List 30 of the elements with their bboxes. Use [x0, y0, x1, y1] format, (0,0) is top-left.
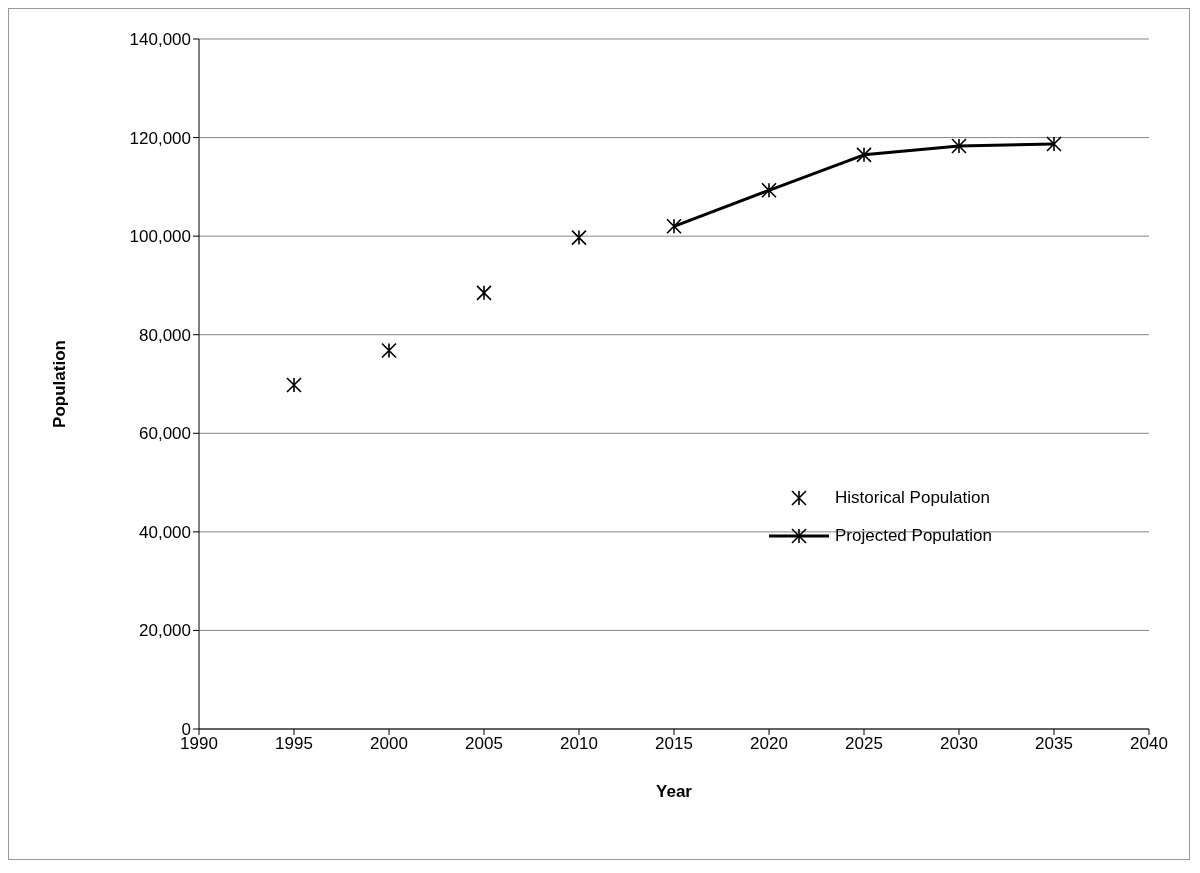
x-tick-label: 2040 [1130, 734, 1168, 754]
y-tick-label: 40,000 [139, 522, 191, 542]
x-tick-label: 2035 [1035, 734, 1073, 754]
x-tick-label: 2000 [370, 734, 408, 754]
y-axis-title: Population [50, 340, 70, 428]
x-tick-label: 2015 [655, 734, 693, 754]
x-tick-label: 1995 [275, 734, 313, 754]
point [666, 218, 682, 235]
y-tick-label: 80,000 [139, 325, 191, 345]
x-tick-label: 2020 [750, 734, 788, 754]
x-tick-label: 2010 [560, 734, 598, 754]
point [286, 377, 302, 393]
point [761, 182, 777, 199]
legend-label: Historical Population [835, 488, 990, 508]
y-tick-label: 60,000 [139, 424, 191, 444]
point [951, 138, 967, 154]
point [856, 147, 872, 163]
point [476, 285, 492, 301]
y-tick-label: 120,000 [129, 128, 191, 148]
y-tick-label: 20,000 [139, 621, 191, 641]
x-tick-label: 2005 [465, 734, 503, 754]
x-tick-label: 2025 [845, 734, 883, 754]
y-tick-label: 140,000 [129, 30, 191, 50]
point [1046, 136, 1062, 152]
legend-label: Projected Population [835, 526, 992, 546]
y-tick-label: 100,000 [129, 227, 191, 247]
x-axis-title: Year [656, 782, 693, 801]
point [571, 229, 587, 246]
x-tick-label: 2030 [940, 734, 978, 754]
point [381, 342, 397, 359]
